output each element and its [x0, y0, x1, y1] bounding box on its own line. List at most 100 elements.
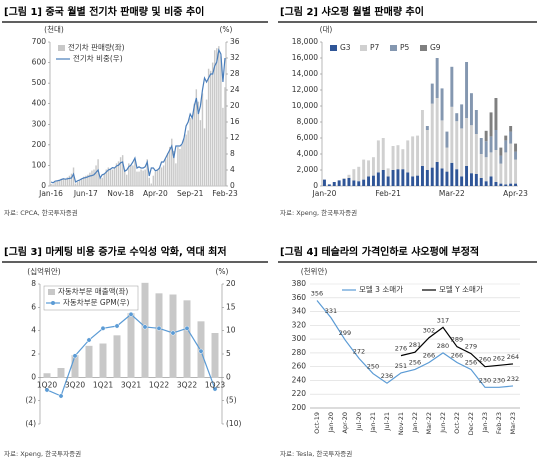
- bar: [327, 184, 331, 186]
- bar: [220, 56, 222, 187]
- bar: [109, 168, 112, 186]
- y-tick-label: 10,000: [292, 101, 318, 110]
- bar: [362, 159, 366, 180]
- legend-label: P7: [370, 43, 380, 52]
- bar: [66, 177, 69, 186]
- bar: [83, 176, 85, 186]
- y2-tick-label: 4: [230, 165, 235, 174]
- value-label: 260: [479, 356, 491, 364]
- y-tick-label: 200: [292, 403, 307, 412]
- bar: [440, 120, 444, 169]
- bar: [514, 143, 518, 152]
- bar: [175, 163, 177, 186]
- value-label: 280: [437, 342, 449, 350]
- bar: [117, 161, 120, 186]
- marker: [44, 387, 50, 393]
- bar: [173, 151, 175, 186]
- y-tick-label: 0: [31, 372, 36, 381]
- bar: [57, 368, 65, 378]
- bar: [455, 169, 459, 186]
- x-tick-label: Jun-22: [439, 412, 447, 434]
- bar: [489, 112, 493, 137]
- bar: [142, 170, 144, 186]
- bar: [97, 159, 99, 186]
- value-label: 289: [451, 336, 463, 344]
- marker: [114, 323, 120, 329]
- y2-tick-label: 0: [230, 181, 235, 190]
- bar: [205, 99, 208, 186]
- y2-tick-label: 32: [230, 53, 240, 62]
- bar: [101, 177, 103, 186]
- bar: [136, 171, 138, 186]
- bar: [332, 182, 336, 186]
- x-tick-label: 3Q21: [121, 380, 141, 389]
- x-tick-label: Apr-23: [503, 189, 528, 198]
- bar: [183, 300, 191, 378]
- bar: [85, 175, 87, 186]
- bar: [509, 183, 513, 186]
- bar: [499, 155, 503, 164]
- value-label: 299: [339, 329, 351, 337]
- y-tick-label: 2,000: [297, 165, 319, 174]
- bar: [406, 172, 410, 186]
- bar: [362, 179, 366, 186]
- x-tick-label: Oct-22: [453, 412, 461, 434]
- bar: [474, 134, 478, 174]
- value-label: 236: [381, 372, 393, 380]
- bar: [189, 118, 191, 186]
- y2-tick-label: 16: [230, 117, 240, 126]
- y-tick-label: 400: [32, 99, 47, 108]
- bar: [435, 58, 439, 98]
- legend-label: 전기차 비중(우): [73, 53, 123, 63]
- x-tick-label: Mar-22: [439, 189, 465, 198]
- bar: [197, 101, 200, 186]
- bar: [376, 140, 380, 173]
- y-tick-label: 0: [41, 181, 46, 190]
- bar: [169, 294, 177, 378]
- bar: [193, 103, 195, 186]
- bar: [504, 135, 508, 141]
- bar: [56, 180, 58, 186]
- bar: [342, 178, 346, 179]
- bar: [152, 175, 155, 186]
- bar: [119, 157, 122, 186]
- bar: [76, 181, 79, 186]
- bar: [411, 176, 415, 186]
- bar: [435, 162, 439, 186]
- x-tick-label: 3Q20: [65, 380, 85, 389]
- y-tick-label: 4,000: [297, 149, 319, 158]
- bar: [121, 155, 124, 186]
- bar: [484, 181, 488, 186]
- y-tick-label: 6: [31, 302, 36, 311]
- bar: [207, 68, 210, 186]
- bar: [50, 183, 52, 186]
- bar: [128, 163, 130, 186]
- bar: [445, 171, 449, 186]
- bar: [160, 167, 163, 186]
- bar: [396, 145, 400, 170]
- bar: [381, 170, 385, 186]
- bar: [357, 166, 361, 182]
- bar: [425, 126, 429, 130]
- y-tick-label: 18,000: [292, 37, 318, 46]
- bar: [127, 313, 135, 378]
- x-tick-label: Jun-17: [73, 189, 98, 198]
- bar: [218, 46, 220, 186]
- x-tick-label: Jan-20: [312, 189, 337, 198]
- bar: [195, 89, 198, 186]
- bar: [322, 179, 326, 186]
- bar: [440, 168, 444, 186]
- bar: [460, 104, 464, 129]
- bar: [504, 184, 508, 186]
- marker: [212, 386, 218, 392]
- y2-unit: (%): [216, 267, 229, 276]
- bar: [191, 118, 193, 186]
- legend-swatch: [420, 45, 427, 51]
- y2-tick-label: 5: [226, 349, 231, 358]
- value-label: 281: [409, 341, 421, 349]
- x-tick-label: Feb-23: [212, 189, 238, 198]
- bar: [111, 169, 114, 186]
- y2-tick-label: 8: [230, 149, 235, 158]
- value-label: 251: [395, 362, 407, 370]
- bar: [465, 166, 469, 186]
